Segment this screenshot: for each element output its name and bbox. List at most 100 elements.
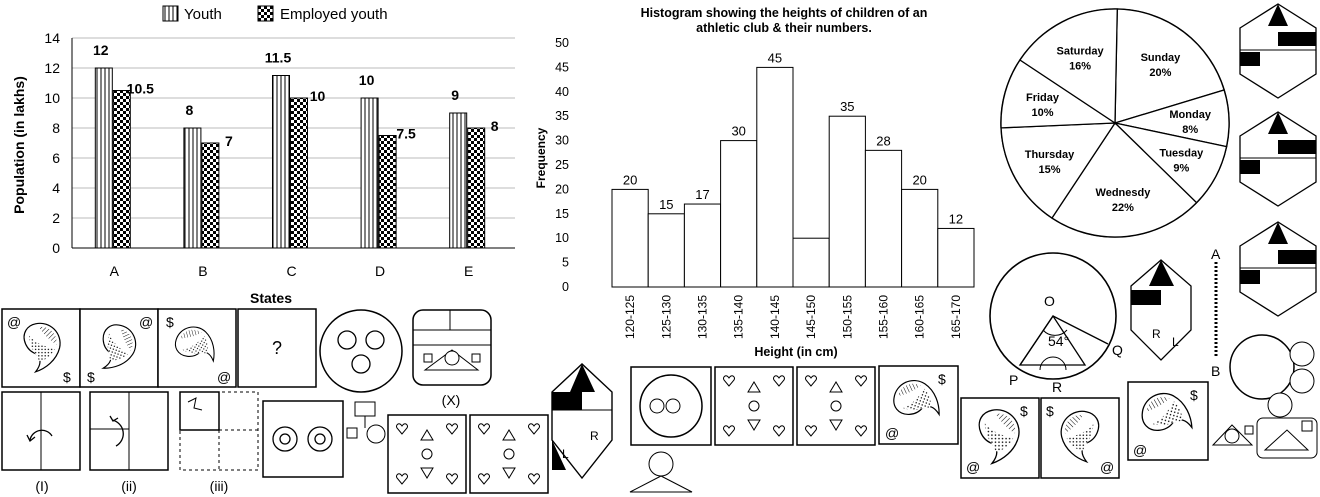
right-kite-top: [1268, 112, 1288, 134]
right-kite-side: [1240, 270, 1260, 284]
c1-x-axis-label: States: [250, 290, 292, 306]
c1-y-tick: 4: [52, 180, 60, 196]
kite-left-black: [552, 392, 582, 410]
c3-slice-pct: 15%: [1038, 164, 1060, 176]
c2-y-axis-label: Frequency: [534, 127, 548, 188]
up-triangle: [420, 429, 434, 441]
circle-box-figure: [629, 366, 712, 493]
c1-legend-youth: Youth: [184, 6, 222, 23]
paisley-answers: $ @ $ @ $ @ $ @: [878, 365, 1209, 479]
mirror-kite-l: L: [1172, 335, 1179, 349]
c3-slice: [1019, 8, 1118, 125]
height-histogram: Histogram showing the heights of childre…: [534, 6, 975, 359]
c2-title-line1: Histogram showing the heights of childre…: [641, 6, 928, 20]
c1-bar-youth: [449, 112, 468, 249]
arrow-head-2: [109, 415, 119, 422]
c2-title-line2: athletic club & their numbers.: [696, 21, 872, 35]
geometry-label-angle: 54°: [1048, 333, 1069, 349]
small-circle-c: [1267, 392, 1293, 418]
c3-slice-pct: 10%: [1031, 107, 1053, 119]
c3-slice-label: Friday: [1026, 92, 1060, 104]
c3-slice-label: Tuesday: [1159, 147, 1204, 159]
right-kite-band: [1278, 250, 1316, 264]
circle-box-inner-2: [665, 398, 681, 414]
c1-x-tick: D: [375, 263, 385, 279]
geometry-radius-p: [1019, 315, 1054, 366]
geometry-label-r: R: [1052, 379, 1062, 395]
c2-y-tick: 10: [555, 231, 569, 245]
c1-y-tick: 0: [52, 240, 60, 256]
c3-slice-pct: 9%: [1173, 162, 1189, 174]
c2-data-label: 45: [768, 50, 782, 65]
small-circle-1: [337, 330, 357, 350]
c1-bar-youth: [360, 97, 379, 249]
circle-box-base-circle: [648, 451, 674, 477]
c3-slices: [1000, 8, 1230, 238]
right-kites: [1239, 3, 1317, 317]
c1-data-label: 8: [491, 118, 499, 134]
c1-y-tick-labels: 0 2 4 6 8 10 12 14: [44, 30, 60, 256]
c2-y-tick: 50: [555, 36, 569, 50]
key-circle: [366, 424, 386, 444]
mirror-figures: R L A B: [1130, 3, 1318, 459]
c2-data-label: 30: [731, 124, 745, 139]
symbol-at-1: @: [7, 314, 21, 330]
c1-data-label: 10: [310, 88, 326, 104]
c3-slice-pct: 16%: [1069, 60, 1091, 72]
c2-bars: 20 15 17 30 45 35 28 20 12: [611, 50, 975, 288]
big-circle: [1229, 334, 1295, 400]
c2-y-tick: 45: [555, 60, 569, 74]
c2-bar: [828, 115, 866, 288]
c3-slice-pct: 8%: [1182, 124, 1198, 136]
c2-y-tick: 40: [555, 85, 569, 99]
c2-data-label: 20: [623, 172, 637, 187]
c2-x-tick: 130-135: [696, 295, 710, 339]
tool-frame-triangle: [1263, 429, 1310, 451]
mirror-kite-band: [1131, 290, 1161, 305]
figure-x: (X): [412, 309, 492, 408]
answer-at-1: @: [885, 425, 899, 441]
c2-bar: [864, 149, 903, 288]
c1-y-tick: 12: [44, 60, 60, 76]
c2-bar: [901, 188, 939, 288]
answer-dollar-2: $: [1020, 403, 1028, 419]
answer-dollar-3: $: [1046, 403, 1054, 419]
circle-box-base-triangle: [629, 475, 693, 493]
geometry-label-p: P: [1009, 372, 1018, 388]
right-kite-side: [1240, 52, 1260, 66]
small-circle-2: [365, 330, 385, 350]
c1-y-tick: 8: [52, 120, 60, 136]
mirror-kite-r: R: [1152, 327, 1161, 341]
tool-frame-square: [1301, 420, 1313, 432]
c1-x-tick: B: [198, 263, 207, 279]
right-kite-top: [1268, 4, 1288, 26]
right-kite-top: [1268, 222, 1288, 244]
symbol-at-3: @: [217, 369, 231, 385]
c2-bar: [611, 188, 649, 288]
geometry-radius-q: [1052, 315, 1109, 345]
symbol-dollar-1: $: [63, 369, 71, 385]
three-circles-figure: [319, 309, 403, 393]
c1-bar-employed: [112, 90, 131, 249]
c3-slice-label: Saturday: [1057, 45, 1105, 57]
c2-y-tick: 5: [562, 256, 569, 270]
c1-bar-youth: [94, 67, 113, 249]
c2-bar: [647, 213, 685, 288]
rotation-box-3: [179, 391, 259, 471]
center-circle: [503, 448, 515, 460]
c2-x-tick: 165-170: [949, 295, 963, 339]
c3-slice-pct: 22%: [1112, 202, 1134, 214]
right-kite-band: [1278, 32, 1316, 46]
c1-data-label: 10: [359, 72, 375, 88]
answer-at-3: @: [1100, 459, 1114, 475]
c1-data-label: 9: [451, 87, 459, 103]
rotation-arrow-2: [111, 419, 124, 447]
label-iii: (iii): [210, 478, 229, 494]
c1-data-label: 7.5: [396, 126, 416, 142]
c1-data-label: 11.5: [265, 50, 292, 66]
arrow-grid-figures: [387, 366, 876, 494]
figure-x-square-2: [471, 353, 481, 363]
c2-bar: [937, 227, 975, 288]
c1-data-label: 10.5: [127, 81, 154, 97]
